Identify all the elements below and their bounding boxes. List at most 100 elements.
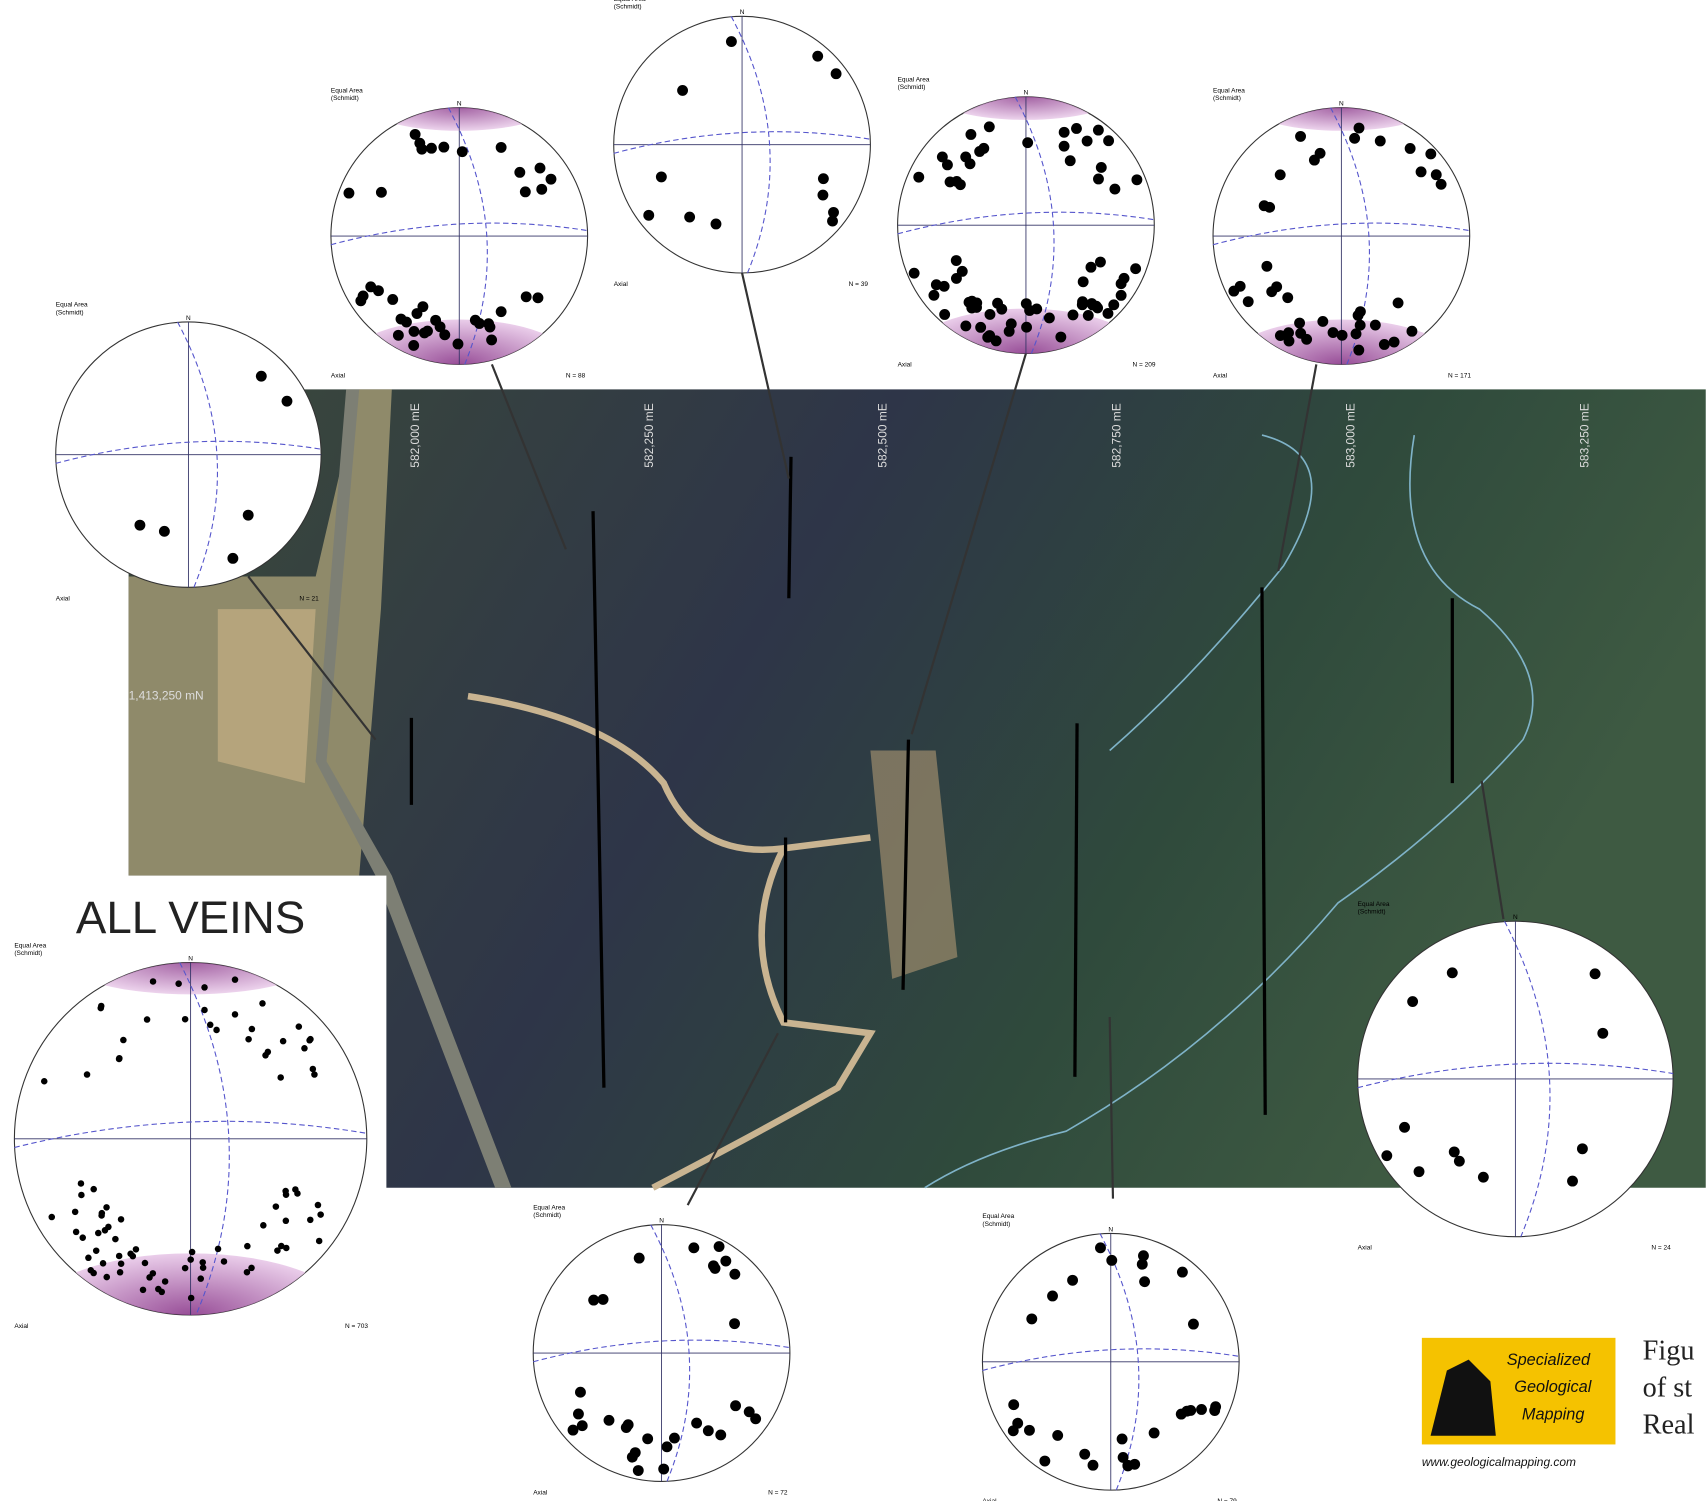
pole [311,1071,318,1078]
pole [1064,155,1076,167]
pole [710,218,722,230]
pole [97,1002,105,1010]
pole [743,1406,755,1418]
pole [709,1262,721,1274]
pole [72,1228,80,1236]
arrows [247,272,1505,1206]
pole [187,1294,195,1302]
pole [317,1211,324,1218]
pole [411,308,423,319]
pole [274,1247,281,1254]
pole [197,1275,205,1282]
pole [1406,325,1418,337]
pole [1058,140,1070,152]
pole [220,1258,228,1265]
pole [92,1247,100,1254]
pole [725,36,737,48]
pole [282,1191,290,1198]
pole [1055,331,1067,343]
pole [227,552,239,564]
pole [255,370,267,382]
pole [1087,299,1099,311]
pole [950,255,962,266]
pole [99,1260,107,1267]
pole [1210,1401,1222,1413]
easting-label: 582,250 mE [642,403,656,467]
pole [1336,329,1348,341]
pole [243,1268,251,1276]
pole [85,1254,92,1262]
pole [242,509,254,521]
pole [1043,312,1055,324]
pole [355,295,367,307]
pole [1108,299,1120,311]
projection-label: (Schmidt) [533,1212,561,1219]
pole [1082,309,1094,321]
pole [983,121,995,133]
pole [115,1055,123,1063]
pole [572,1408,584,1420]
pole [677,84,689,96]
pole [1378,339,1390,350]
pole [213,1026,220,1034]
plot-label: Axial [14,1323,29,1330]
plot-label: Axial [898,362,913,369]
pole [720,1255,732,1267]
great-circle [1357,1062,1674,1089]
pole [1008,1399,1020,1411]
pole [1058,126,1070,138]
pole [966,295,978,307]
pole [1115,289,1127,301]
stereonet: N Equal Area(Schmidt) Axial N = 21 [55,302,322,602]
pole [1353,122,1365,134]
great-circle [14,1120,367,1149]
count-label: N = 88 [566,372,586,379]
pole [730,1400,742,1412]
pole [992,297,1004,309]
pole [373,285,384,297]
pole [1109,183,1121,195]
pole [1052,1429,1064,1441]
pole [244,1242,251,1250]
caption-line: Real [1643,1410,1695,1441]
pole [120,1036,127,1044]
pole [248,1025,256,1033]
pole [519,186,531,198]
pole [1024,1424,1035,1436]
method-label: Equal Area [982,1213,1014,1220]
stereonet: N Equal Area(Schmidt) Axial N = 88 [330,87,589,379]
pole [1317,316,1329,327]
stereonet: N Equal Area(Schmidt) Axial N = 24 [1357,901,1674,1252]
north-label: N [1024,90,1029,97]
pole [622,1419,634,1431]
pole [626,1451,638,1463]
pole [1005,318,1017,330]
plot-label: Axial [614,281,629,288]
pole [1282,292,1294,304]
pole [175,980,182,987]
pole [199,1259,206,1266]
pole [514,166,526,178]
pole [1148,1427,1160,1439]
caption: Figu of st Real [1643,1336,1695,1441]
count-label: N = 209 [1133,362,1156,369]
plot-label: Axial [1358,1245,1373,1252]
count-label: N = 21 [299,595,319,602]
pole [409,128,421,140]
method-label: Equal Area [614,0,646,3]
pole [715,1429,727,1441]
pole [495,141,507,153]
pole [702,1425,714,1437]
logo-line: Specialized [1507,1351,1591,1369]
pole [1283,335,1295,347]
logo-url: www.geologicalmapping.com [1422,1455,1576,1469]
pole [575,1386,586,1398]
pole [1094,256,1106,268]
pole [279,1037,287,1045]
pole [1271,281,1283,293]
pole [1374,135,1386,147]
plot-label: Axial [1213,372,1228,379]
pole [1415,166,1427,178]
satellite-map [128,389,1706,1191]
